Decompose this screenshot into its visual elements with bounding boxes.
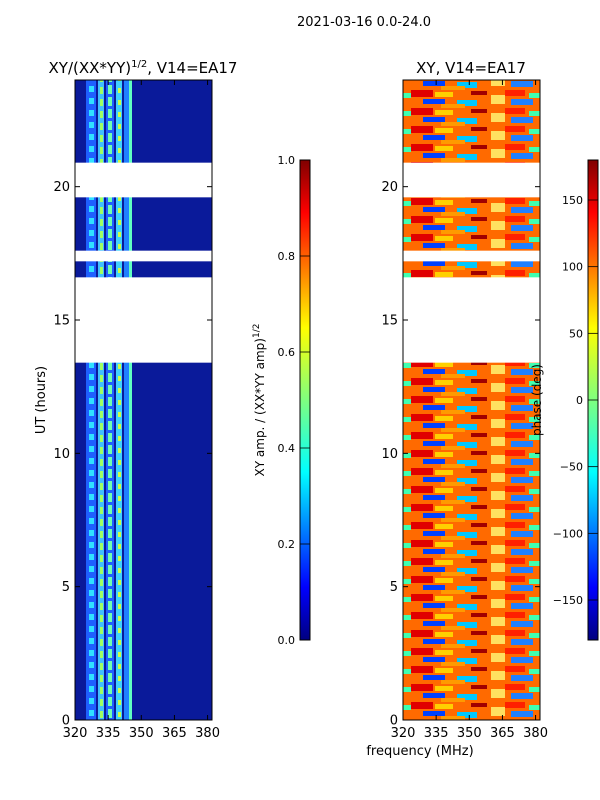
phase-x-tick-label: 335 <box>424 726 449 741</box>
amplitude-panel-title: XY/(XX*YY)1/2, V14=EA17 <box>49 59 238 77</box>
amplitude-x-tick-label: 320 <box>63 726 88 741</box>
amplitude-colorbar-tick-label: 0.8 <box>278 250 296 263</box>
amplitude-panel: XY/(XX*YY)1/2, V14=EA17 320 335 350 365 380 … <box>34 59 237 741</box>
amplitude-y-axis-label: UT (hours) <box>34 366 49 434</box>
phase-colorbar-ticks: −150 −100 −50 0 50 100 150 <box>553 194 598 607</box>
amplitude-y-tick-label: 0 <box>62 714 70 729</box>
amplitude-colorbar-label: XY amp. / (XX*YY amp)1/2 <box>252 324 267 477</box>
phase-colorbar-tick-label: −50 <box>560 461 583 474</box>
phase-colorbar-tick-label: 150 <box>562 194 583 207</box>
amplitude-y-tick-label: 5 <box>62 580 70 595</box>
shared-x-axis-label: frequency (MHz) <box>366 744 473 759</box>
amplitude-plot-frame <box>74 79 213 721</box>
amplitude-x-tick-label: 380 <box>195 726 220 741</box>
amplitude-x-tick-label: 365 <box>162 726 187 741</box>
phase-colorbar: −150 −100 −50 0 50 100 150 phase (deg) <box>530 159 599 641</box>
amplitude-x-axis: 320 335 350 365 380 <box>63 80 220 741</box>
amplitude-colorbar: 0.0 0.2 0.4 0.6 0.8 1.0 XY amp. / (XX*YY amp)… <box>252 154 311 647</box>
phase-colorbar-tick-label: −100 <box>553 527 583 540</box>
phase-colorbar-label: phase (deg) <box>530 364 544 436</box>
phase-colorbar-tick-label: −150 <box>553 594 583 607</box>
phase-colorbar-tick-label: 50 <box>569 327 583 340</box>
phase-gap-band <box>403 250 540 262</box>
amplitude-data-gaps <box>75 162 212 363</box>
phase-x-tick-label: 380 <box>523 726 548 741</box>
amplitude-gap-band <box>75 277 212 363</box>
amplitude-y-tick-label: 15 <box>53 314 70 329</box>
phase-gap-band <box>403 277 540 363</box>
phase-x-tick-label: 350 <box>457 726 482 741</box>
amplitude-colorbar-tick-label: 0.4 <box>278 442 296 455</box>
amplitude-colorbar-ticks: 0.0 0.2 0.4 0.6 0.8 1.0 <box>278 154 310 647</box>
phase-x-tick-label: 320 <box>391 726 416 741</box>
phase-y-tick-label: 10 <box>381 447 398 462</box>
phase-y-tick-label: 5 <box>390 580 398 595</box>
phase-y-tick-label: 20 <box>381 180 398 195</box>
phase-data-gaps <box>403 162 540 363</box>
phase-y-tick-label: 0 <box>390 714 398 729</box>
figure-suptitle: 2021-03-16 0.0-24.0 <box>297 15 431 30</box>
amplitude-y-axis: 0 5 10 15 20 <box>53 180 212 729</box>
amplitude-x-tick-label: 335 <box>96 726 121 741</box>
phase-x-tick-label: 365 <box>490 726 515 741</box>
amplitude-gap-band <box>75 250 212 262</box>
amplitude-x-tick-label: 350 <box>129 726 154 741</box>
amplitude-y-tick-label: 20 <box>53 180 70 195</box>
amplitude-colorbar-tick-label: 0.2 <box>278 538 296 551</box>
amplitude-y-tick-label: 10 <box>53 447 70 462</box>
phase-colorbar-tick-label: 0 <box>576 394 583 407</box>
amplitude-colorbar-tick-label: 1.0 <box>278 154 296 167</box>
amplitude-gap-band <box>75 162 212 198</box>
phase-x-axis: 320 335 350 365 380 <box>391 80 548 741</box>
amplitude-colorbar-gradient <box>299 159 311 641</box>
phase-colorbar-tick-label: 100 <box>562 261 583 274</box>
phase-panel: XY, V14=EA17 320 335 350 365 380 0 5 10 15 20 <box>381 59 548 741</box>
amplitude-colorbar-tick-label: 0.0 <box>278 634 296 647</box>
phase-y-axis: 0 5 10 15 20 <box>381 180 540 729</box>
phase-plot-frame <box>402 79 541 721</box>
amplitude-colorbar-tick-label: 0.6 <box>278 346 296 359</box>
phase-gap-band <box>403 162 540 198</box>
phase-panel-title: XY, V14=EA17 <box>416 59 526 77</box>
phase-y-tick-label: 15 <box>381 314 398 329</box>
